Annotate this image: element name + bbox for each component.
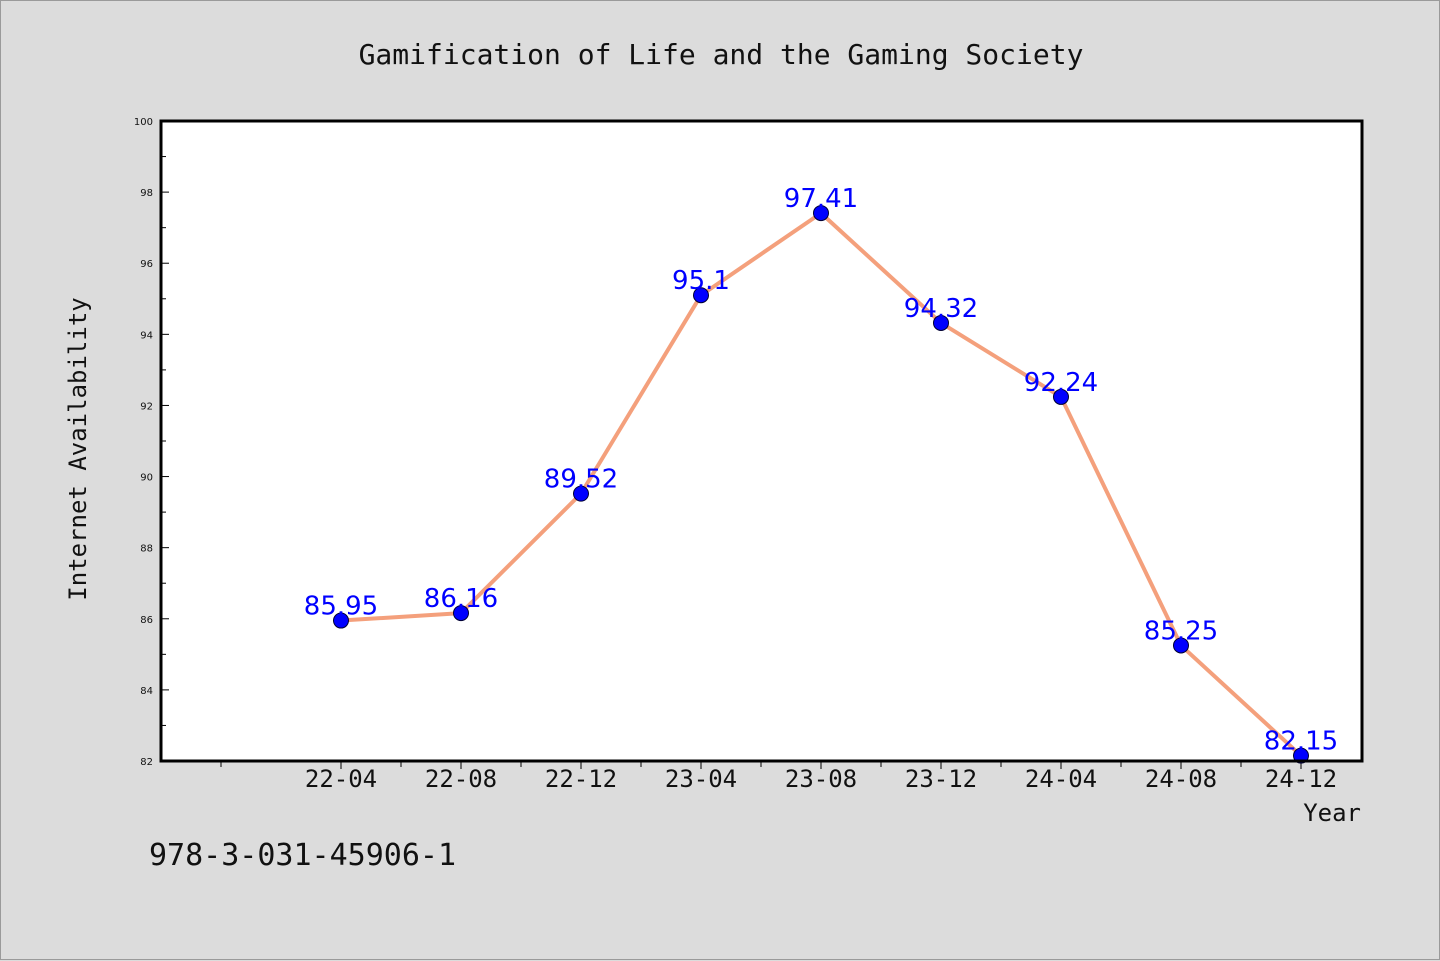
data-point [933,314,949,331]
series [333,205,1309,764]
y-tick-label: 90 [140,473,153,484]
y-axis-label: Internet Availability [64,297,92,600]
data-labels: 85.95 86.16 89.52 95.1 97.41 94.32 92.24 85.25 8… [304,184,1338,757]
y-tick-label: 92 [140,401,153,412]
x-tick-label: 24-08 [1145,765,1217,793]
data-label: 89.52 [544,465,618,495]
data-label: 97.41 [784,184,858,214]
y-tick-label: 98 [140,188,153,199]
x-axis: 22-04 22-08 22-12 23-04 23-08 23-12 24-04 24-08… [220,761,1337,793]
y-tick-label: 82 [140,757,153,768]
data-point [1053,388,1069,405]
x-tick-label: 24-04 [1025,765,1097,793]
y-tick-label: 94 [140,330,153,341]
x-tick-label: 22-04 [305,765,377,793]
data-point [693,287,709,304]
x-tick-label: 23-08 [785,765,857,793]
y-axis: 82 84 86 88 90 92 94 96 98 100 [134,117,169,768]
isbn-footnote: 978-3-031-45906-1 [149,838,456,873]
data-point [1293,747,1309,764]
data-point [1173,637,1189,654]
y-tick-label: 84 [140,686,153,697]
x-tick-label: 22-08 [425,765,497,793]
data-point [453,605,469,622]
x-tick-label: 22-12 [545,765,617,793]
x-tick-label: 24-12 [1265,765,1337,793]
data-label: 94.32 [904,294,978,324]
data-label: 85.25 [1144,616,1218,646]
x-tick-label: 23-12 [905,765,977,793]
data-point [813,205,829,222]
data-label: 85.95 [304,592,378,622]
data-point [573,485,589,502]
x-axis-label: Year [1303,799,1361,827]
plot-frame [159,119,1364,763]
data-point [333,612,349,629]
y-tick-label: 86 [140,615,153,626]
y-tick-label: 88 [140,544,153,555]
plot-area [161,121,1362,761]
data-label: 95.1 [672,266,730,296]
data-label: 92.24 [1024,368,1098,398]
data-label: 86.16 [424,584,498,614]
x-tick-label: 23-04 [665,765,737,793]
data-label: 82.15 [1264,727,1338,757]
chart-title: Gamification of Life and the Gaming Soci… [359,38,1084,71]
y-tick-label: 96 [140,259,153,270]
y-tick-label: 100 [134,117,153,128]
